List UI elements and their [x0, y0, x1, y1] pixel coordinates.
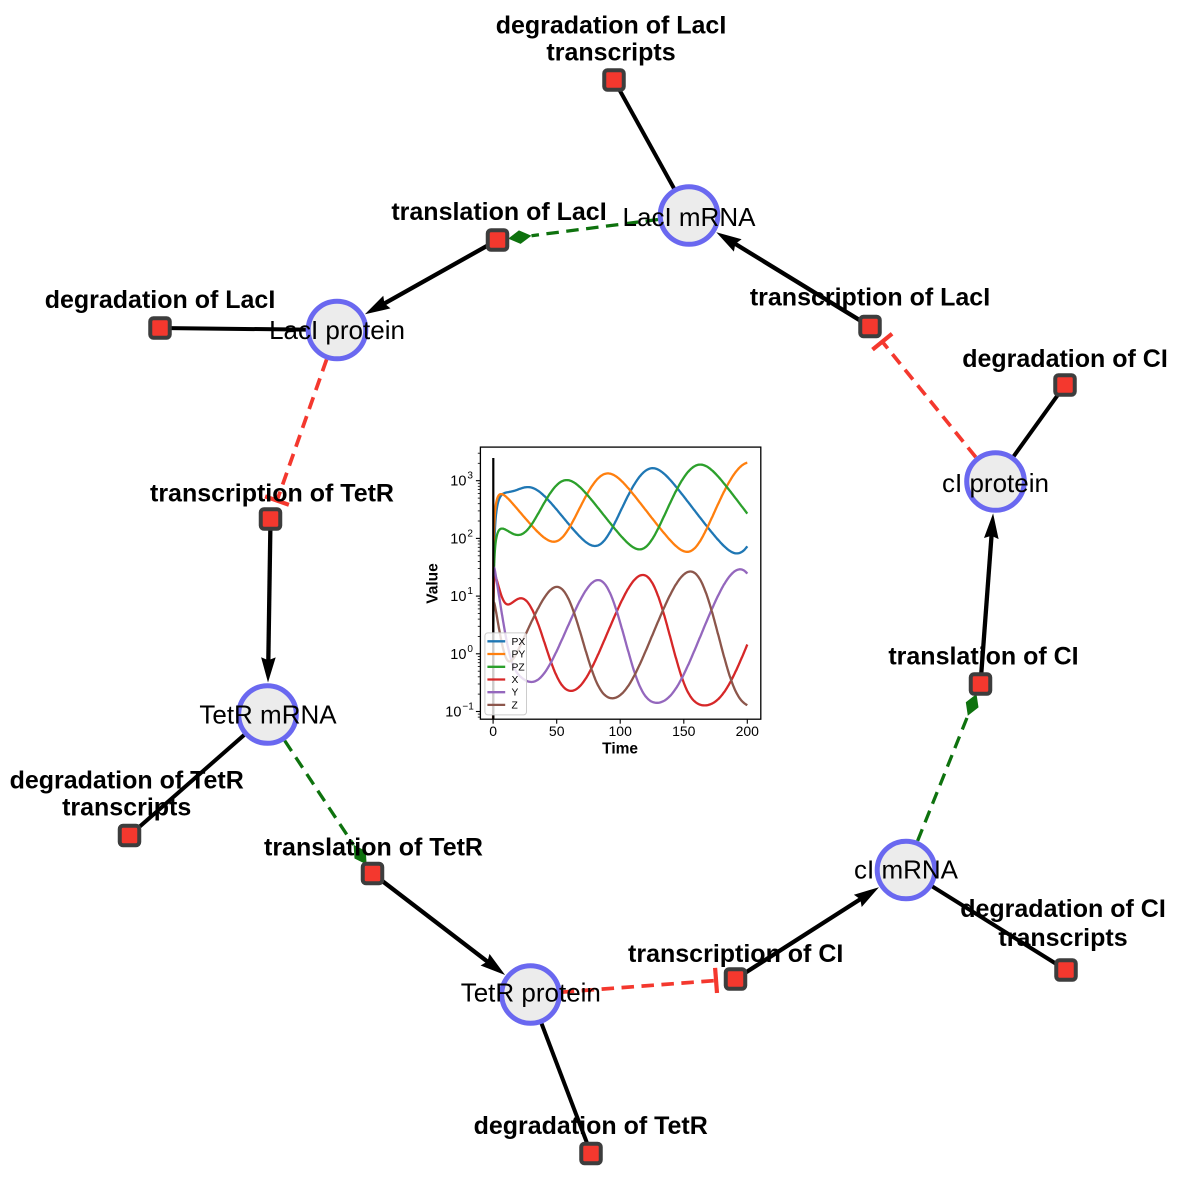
svg-text:1: 1: [467, 586, 473, 597]
svg-text:translation of TetR: translation of TetR: [264, 833, 483, 861]
svg-text:transcripts: transcripts: [546, 39, 675, 67]
svg-text:LacI mRNA: LacI mRNA: [623, 202, 757, 232]
svg-text:degradation of TetR: degradation of TetR: [474, 1112, 708, 1140]
svg-text:PY: PY: [512, 650, 526, 661]
svg-text:PX: PX: [512, 637, 526, 648]
svg-text:10: 10: [450, 531, 466, 547]
svg-text:transcription of CI: transcription of CI: [628, 940, 843, 968]
svg-text:degradation of CI: degradation of CI: [962, 345, 1168, 373]
svg-text:degradation of CI: degradation of CI: [960, 895, 1166, 923]
svg-text:150: 150: [672, 723, 696, 739]
svg-text:50: 50: [549, 723, 565, 739]
svg-text:Time: Time: [602, 741, 638, 758]
svg-text:cI mRNA: cI mRNA: [854, 854, 959, 884]
svg-text:TetR mRNA: TetR mRNA: [199, 699, 337, 729]
svg-text:PZ: PZ: [512, 662, 525, 673]
svg-text:0: 0: [467, 644, 473, 655]
svg-text:LacI protein: LacI protein: [269, 315, 405, 345]
svg-text:TetR protein: TetR protein: [461, 978, 601, 1008]
svg-text:10: 10: [450, 647, 466, 663]
svg-text:100: 100: [609, 723, 633, 739]
svg-text:transcription of TetR: transcription of TetR: [150, 480, 394, 508]
svg-text:0: 0: [489, 723, 497, 739]
svg-text:200: 200: [736, 723, 760, 739]
svg-text:transcription of LacI: transcription of LacI: [750, 284, 990, 312]
svg-text:2: 2: [467, 528, 473, 539]
svg-text:translation of CI: translation of CI: [888, 642, 1078, 670]
svg-text:10: 10: [445, 705, 461, 721]
svg-text:degradation of TetR: degradation of TetR: [10, 766, 244, 794]
svg-text:transcripts: transcripts: [998, 924, 1127, 952]
svg-text:Z: Z: [512, 700, 518, 711]
svg-text:transcripts: transcripts: [62, 794, 191, 822]
svg-text:translation of LacI: translation of LacI: [391, 198, 606, 226]
svg-text:cI protein: cI protein: [942, 468, 1049, 498]
svg-text:degradation of LacI: degradation of LacI: [496, 11, 727, 39]
svg-text:degradation of LacI: degradation of LacI: [45, 286, 276, 314]
svg-text:10: 10: [450, 589, 466, 605]
svg-text:Y: Y: [512, 688, 519, 699]
svg-text:−1: −1: [462, 702, 474, 713]
svg-text:Value: Value: [425, 563, 442, 604]
svg-text:10: 10: [450, 474, 466, 490]
svg-text:X: X: [512, 675, 519, 686]
svg-text:3: 3: [467, 471, 473, 482]
